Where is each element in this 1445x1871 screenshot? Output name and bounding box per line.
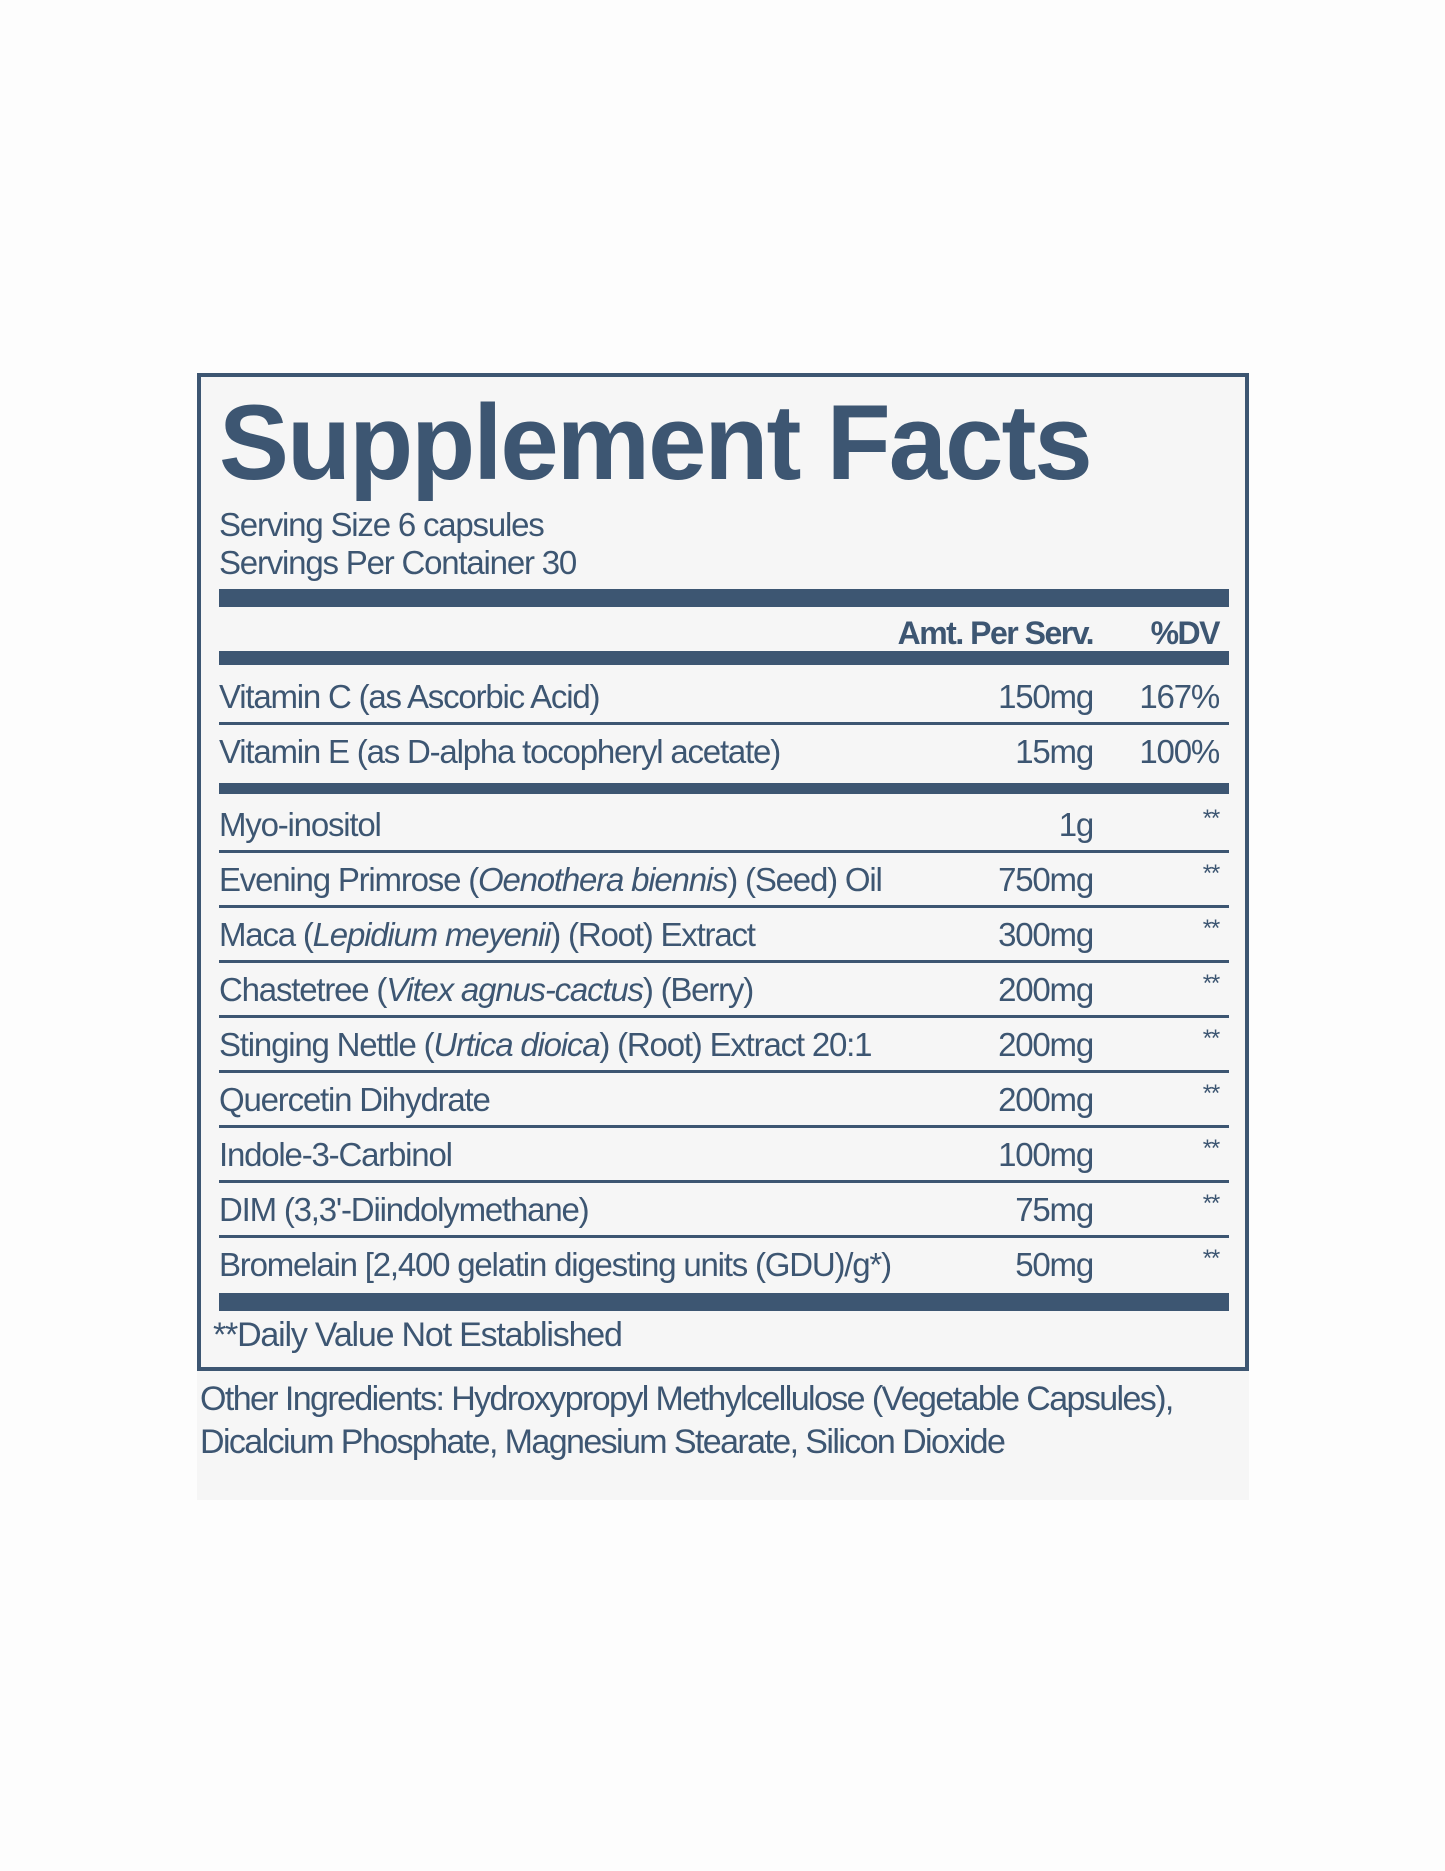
ingredient-dv: ** xyxy=(1202,1080,1221,1107)
row-divider xyxy=(219,960,1229,963)
divider-thick xyxy=(219,783,1229,794)
ingredient-dv: ** xyxy=(1202,860,1221,887)
table-row: Stinging Nettle (Urtica dioica) (Root) E… xyxy=(219,1019,1229,1071)
ingredient-name: Stinging Nettle (Urtica dioica) (Root) E… xyxy=(219,1025,872,1065)
ingredient-name-part: Maca ( xyxy=(219,916,314,953)
row-divider xyxy=(219,850,1229,853)
header-amount: Amt. Per Serv. xyxy=(897,615,1095,651)
ingredient-dv: ** xyxy=(1202,1190,1221,1217)
servings-per-container: Servings Per Container 30 xyxy=(219,544,577,581)
ingredient-amount: 150mg xyxy=(998,678,1094,715)
ingredient-name-part: Chastetree ( xyxy=(219,971,387,1008)
serving-size: Serving Size 6 capsules xyxy=(219,506,545,543)
table-row: Vitamin C (as Ascorbic Acid) 150mg 167% xyxy=(219,671,1229,723)
table-row: Myo-inositol 1g ** xyxy=(219,799,1229,851)
page-title: Supplement Facts xyxy=(219,382,1093,502)
ingredient-dv: ** xyxy=(1202,1025,1221,1052)
ingredient-amount: 200mg xyxy=(998,1026,1094,1063)
table-row: Quercetin Dihydrate 200mg ** xyxy=(219,1074,1229,1126)
row-divider xyxy=(219,1235,1229,1238)
ingredient-name-part: Vitex agnus-cactus xyxy=(386,971,644,1008)
ingredient-name-part: DIM (3,3'-Diindolymethane) xyxy=(219,1191,590,1228)
row-divider xyxy=(219,1015,1229,1018)
divider-thick xyxy=(219,1293,1229,1311)
ingredient-amount: 75mg xyxy=(1015,1191,1094,1228)
ingredient-dv: ** xyxy=(1202,805,1221,832)
row-divider xyxy=(219,1070,1229,1073)
divider-thick xyxy=(219,651,1229,665)
ingredient-name-part: Lepidium meyenii xyxy=(312,916,552,953)
row-divider xyxy=(219,905,1229,908)
table-row: Bromelain [2,400 gelatin digesting units… xyxy=(219,1239,1229,1291)
ingredient-name-part: Indole-3-Carbinol xyxy=(219,1136,453,1173)
ingredient-name: Maca (Lepidium meyenii) (Root) Extract xyxy=(219,915,756,955)
ingredient-dv: ** xyxy=(1202,1245,1221,1272)
ingredient-name: Indole-3-Carbinol xyxy=(219,1135,453,1175)
ingredient-name-part: Quercetin Dihydrate xyxy=(219,1081,491,1118)
divider-thick xyxy=(219,589,1229,607)
ingredient-name: Evening Primrose (Oenothera biennis) (Se… xyxy=(219,860,883,900)
header-dv: %DV xyxy=(1150,615,1221,651)
supplement-facts-box: Supplement Facts Serving Size 6 capsules… xyxy=(197,373,1249,1371)
ingredient-name-part: ) (Seed) Oil xyxy=(727,861,883,898)
ingredient-name-part: Stinging Nettle ( xyxy=(219,1026,435,1063)
ingredient-dv: 100% xyxy=(1139,733,1220,770)
ingredient-name: Quercetin Dihydrate xyxy=(219,1080,491,1120)
table-row: Maca (Lepidium meyenii) (Root) Extract 30… xyxy=(219,909,1229,961)
ingredient-name: Vitamin E (as D-alpha tocopheryl acetate… xyxy=(219,732,781,772)
ingredient-name-part: Myo-inositol xyxy=(219,806,382,843)
ingredient-amount: 1g xyxy=(1058,806,1095,843)
other-ingredients-line: Other Ingredients: Hydroxypropyl Methylc… xyxy=(200,1380,1174,1418)
ingredient-name-part: Vitamin E (as D-alpha tocopheryl acetate… xyxy=(219,733,781,770)
ingredient-dv: ** xyxy=(1202,970,1221,997)
row-divider xyxy=(219,722,1229,725)
ingredient-name-part: Oenothera biennis xyxy=(478,861,728,898)
column-header: Amt. Per Serv. %DV xyxy=(219,607,1229,659)
ingredient-name-part: Vitamin C (as Ascorbic Acid) xyxy=(219,678,600,715)
row-divider xyxy=(219,1180,1229,1183)
ingredient-name: Bromelain [2,400 gelatin digesting units… xyxy=(219,1245,892,1285)
ingredient-dv: 167% xyxy=(1139,678,1220,715)
other-ingredients: Other Ingredients: Hydroxypropyl Methylc… xyxy=(200,1378,1174,1464)
ingredient-dv: ** xyxy=(1202,915,1221,942)
ingredient-name: Vitamin C (as Ascorbic Acid) xyxy=(219,677,600,717)
ingredient-name: DIM (3,3'-Diindolymethane) xyxy=(219,1190,590,1230)
ingredient-name-part: ) (Berry) xyxy=(642,971,754,1008)
ingredient-name: Myo-inositol xyxy=(219,805,382,845)
table-row: Evening Primrose (Oenothera biennis) (Se… xyxy=(219,854,1229,906)
ingredient-name-part: Evening Primrose ( xyxy=(219,861,479,898)
table-row: Indole-3-Carbinol 100mg ** xyxy=(219,1129,1229,1181)
footnote: **Daily Value Not Established xyxy=(213,1316,623,1354)
table-row: Vitamin E (as D-alpha tocopheryl acetate… xyxy=(219,726,1229,778)
table-row: DIM (3,3'-Diindolymethane) 75mg ** xyxy=(219,1184,1229,1236)
ingredient-amount: 200mg xyxy=(998,1081,1094,1118)
ingredient-name: Chastetree (Vitex agnus-cactus) (Berry) xyxy=(219,970,754,1010)
row-divider xyxy=(219,1125,1229,1128)
ingredient-amount: 300mg xyxy=(998,916,1094,953)
ingredient-dv: ** xyxy=(1202,1135,1221,1162)
other-ingredients-line: Dicalcium Phosphate, Magnesium Stearate,… xyxy=(200,1423,1006,1461)
ingredient-name-part: ) (Root) Extract 20:1 xyxy=(599,1026,872,1063)
ingredient-amount: 200mg xyxy=(998,971,1094,1008)
ingredient-amount: 15mg xyxy=(1015,733,1094,770)
table-row: Chastetree (Vitex agnus-cactus) (Berry) 2… xyxy=(219,964,1229,1016)
ingredient-amount: 750mg xyxy=(998,861,1094,898)
ingredient-amount: 100mg xyxy=(998,1136,1094,1173)
ingredient-name-part: ) (Root) Extract xyxy=(550,916,756,953)
ingredient-amount: 50mg xyxy=(1015,1246,1094,1283)
ingredient-name-part: Bromelain [2,400 gelatin digesting units… xyxy=(219,1246,892,1283)
ingredient-name-part: Urtica dioica xyxy=(433,1026,600,1063)
